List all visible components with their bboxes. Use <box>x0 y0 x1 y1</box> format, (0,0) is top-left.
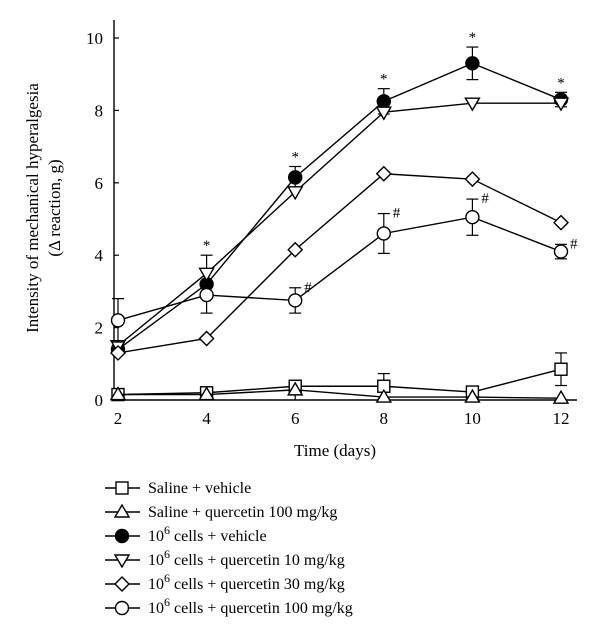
legend-label: Saline + vehicle <box>148 480 251 497</box>
x-tick-label: 10 <box>464 409 481 428</box>
series-line <box>117 62 562 350</box>
legend-label: 106 cells + quercetin 30 mg/kg <box>148 571 345 593</box>
data-point <box>198 267 215 282</box>
series-line <box>118 389 562 399</box>
data-point <box>376 94 391 109</box>
data-point <box>198 330 215 347</box>
x-axis-title: Time (days) <box>294 441 376 460</box>
significance-mark: # <box>304 280 312 296</box>
data-point <box>376 226 391 241</box>
significance-mark: * <box>557 75 565 91</box>
data-point <box>464 97 481 112</box>
y-tick-label: 0 <box>95 391 104 410</box>
data-point <box>464 171 481 188</box>
data-point <box>465 209 480 225</box>
y-tick-label: 2 <box>95 319 104 338</box>
series-line <box>117 216 562 322</box>
data-point <box>286 381 304 396</box>
data-point <box>465 56 480 71</box>
data-point <box>554 362 568 376</box>
legend-marker <box>114 576 130 592</box>
series-1 <box>109 381 570 404</box>
legend-marker <box>113 554 131 569</box>
significance-mark: * <box>291 150 299 166</box>
legend-marker <box>114 600 130 616</box>
data-point <box>552 97 570 112</box>
y-axis-title-line2: (Δ reaction, g) <box>45 159 64 256</box>
legend-marker <box>113 503 131 518</box>
x-tick-label: 8 <box>380 409 389 428</box>
significance-mark: # <box>393 206 401 222</box>
legend-label: 106 cells + quercetin 100 mg/kg <box>148 595 353 617</box>
legend-label: Saline + quercetin 100 mg/kg <box>148 504 337 521</box>
data-point <box>286 186 304 201</box>
data-point <box>198 386 215 401</box>
significance-mark: * <box>380 72 388 88</box>
y-tick-label: 6 <box>95 174 104 193</box>
legend-marker <box>115 481 129 495</box>
data-point <box>288 293 303 308</box>
legend-label: 106 cells + quercetin 10 mg/kg <box>148 547 345 569</box>
x-tick-label: 2 <box>114 409 123 428</box>
data-point <box>553 244 569 259</box>
series-4 <box>110 165 569 361</box>
series-line <box>117 368 562 396</box>
significance-mark: # <box>481 191 489 207</box>
data-point <box>552 389 570 404</box>
y-tick-label: 8 <box>95 101 104 120</box>
data-point <box>553 214 569 231</box>
significance-mark: * <box>203 238 211 254</box>
series-3 <box>109 97 570 355</box>
data-point <box>287 241 304 258</box>
x-tick-label: 12 <box>553 409 570 428</box>
legend-marker <box>114 528 130 544</box>
legend-label: 106 cells + vehicle <box>148 523 267 545</box>
y-axis-title: Intensity of mechanical hyperalgesia (Δ … <box>23 83 64 333</box>
data-point <box>288 170 303 185</box>
legend-item: 106 cells + vehicle <box>105 523 267 545</box>
data-point <box>375 165 392 182</box>
y-tick-label: 10 <box>86 29 103 48</box>
data-point <box>199 287 214 303</box>
legend-item: 106 cells + quercetin 30 mg/kg <box>105 571 345 593</box>
axes <box>113 20 577 401</box>
significance-mark: # <box>570 236 578 252</box>
legend: Saline + vehicle Saline + quercetin 100 m… <box>105 480 353 617</box>
series-line <box>117 173 562 354</box>
series-5: # # # # <box>110 191 578 343</box>
data-point <box>464 388 481 403</box>
data-point <box>109 386 127 401</box>
legend-item: 106 cells + quercetin 100 mg/kg <box>105 595 353 617</box>
series-layer: * * * * * # # # # <box>109 30 578 404</box>
series-line <box>117 102 561 347</box>
data-point <box>110 344 126 361</box>
y-tick-label: 4 <box>95 246 104 265</box>
significance-mark: * <box>469 30 477 46</box>
x-tick-label: 4 <box>202 409 211 428</box>
y-axis-title-line1: Intensity of mechanical hyperalgesia <box>23 83 42 333</box>
data-point <box>110 313 126 328</box>
data-point <box>375 388 393 403</box>
legend-item: Saline + quercetin 100 mg/kg <box>105 503 337 521</box>
legend-item: Saline + vehicle <box>105 480 251 497</box>
legend-item: 106 cells + quercetin 10 mg/kg <box>105 547 345 569</box>
data-point <box>375 106 393 121</box>
x-tick-label: 6 <box>291 409 300 428</box>
